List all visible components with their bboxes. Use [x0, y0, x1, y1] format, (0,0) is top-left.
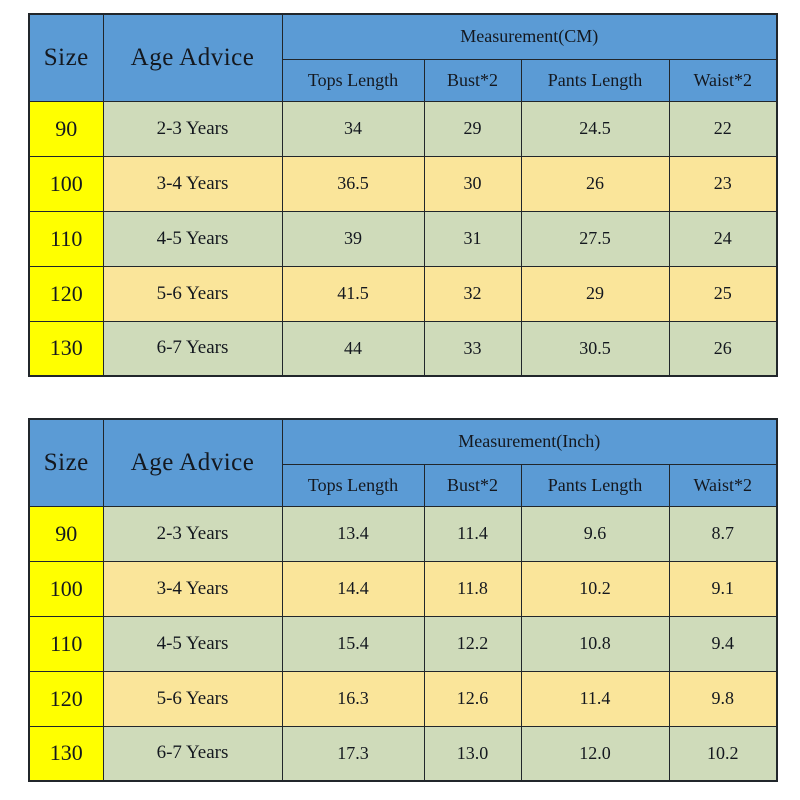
age-advice-column-header: Age Advice [102, 13, 283, 102]
waist-cell: 26 [668, 320, 778, 377]
bust-cell: 31 [423, 210, 522, 267]
table-row: 90 2-3 Years 13.4 11.4 9.6 8.7 [28, 505, 778, 562]
bust-cell: 11.4 [423, 505, 522, 562]
table-row: 110 4-5 Years 39 31 27.5 24 [28, 210, 778, 267]
tops-length-cell: 13.4 [281, 505, 425, 562]
tops-length-cell: 36.5 [281, 155, 425, 212]
waist-header: Waist*2 [668, 58, 778, 102]
table-row: 90 2-3 Years 34 29 24.5 22 [28, 100, 778, 157]
tops-length-header: Tops Length [281, 463, 425, 507]
waist-cell: 9.8 [668, 670, 778, 727]
waist-cell: 24 [668, 210, 778, 267]
size-cell: 100 [28, 155, 104, 212]
tops-length-header: Tops Length [281, 58, 425, 102]
waist-cell: 8.7 [668, 505, 778, 562]
age-advice-column-header: Age Advice [102, 418, 283, 507]
measurement-inch-header: Measurement(Inch) [281, 418, 778, 465]
tops-length-cell: 41.5 [281, 265, 425, 322]
tops-length-cell: 17.3 [281, 725, 425, 782]
size-cell: 90 [28, 505, 104, 562]
size-cell: 130 [28, 320, 104, 377]
table-row: 130 6-7 Years 44 33 30.5 26 [28, 320, 778, 377]
waist-cell: 23 [668, 155, 778, 212]
age-cell: 3-4 Years [102, 155, 283, 212]
pants-length-cell: 29 [520, 265, 670, 322]
waist-cell: 9.1 [668, 560, 778, 617]
pants-length-cell: 11.4 [520, 670, 670, 727]
table-row: 100 3-4 Years 14.4 11.8 10.2 9.1 [28, 560, 778, 617]
measurement-cm-header: Measurement(CM) [281, 13, 778, 60]
waist-cell: 25 [668, 265, 778, 322]
tops-length-cell: 44 [281, 320, 425, 377]
waist-cell: 10.2 [668, 725, 778, 782]
bust-cell: 13.0 [423, 725, 522, 782]
size-cell: 120 [28, 670, 104, 727]
pants-length-cell: 30.5 [520, 320, 670, 377]
size-column-header: Size [28, 13, 104, 102]
table-row: 130 6-7 Years 17.3 13.0 12.0 10.2 [28, 725, 778, 782]
pants-length-cell: 12.0 [520, 725, 670, 782]
bust-cell: 12.6 [423, 670, 522, 727]
table-row: 110 4-5 Years 15.4 12.2 10.8 9.4 [28, 615, 778, 672]
size-cell: 90 [28, 100, 104, 157]
waist-cell: 9.4 [668, 615, 778, 672]
bust-cell: 30 [423, 155, 522, 212]
pants-length-header: Pants Length [520, 463, 670, 507]
size-table-inch: Size Age Advice Measurement(Inch) Tops L… [28, 418, 778, 782]
age-cell: 6-7 Years [102, 320, 283, 377]
tops-length-cell: 34 [281, 100, 425, 157]
age-cell: 2-3 Years [102, 100, 283, 157]
size-column-header: Size [28, 418, 104, 507]
size-cell: 100 [28, 560, 104, 617]
age-cell: 3-4 Years [102, 560, 283, 617]
age-cell: 5-6 Years [102, 265, 283, 322]
table-row: 100 3-4 Years 36.5 30 26 23 [28, 155, 778, 212]
pants-length-cell: 10.2 [520, 560, 670, 617]
size-cell: 110 [28, 210, 104, 267]
bust-cell: 29 [423, 100, 522, 157]
tops-length-cell: 16.3 [281, 670, 425, 727]
pants-length-header: Pants Length [520, 58, 670, 102]
bust-header: Bust*2 [423, 463, 522, 507]
tops-length-cell: 14.4 [281, 560, 425, 617]
table-row: 120 5-6 Years 16.3 12.6 11.4 9.8 [28, 670, 778, 727]
tops-length-cell: 39 [281, 210, 425, 267]
age-cell: 6-7 Years [102, 725, 283, 782]
bust-cell: 32 [423, 265, 522, 322]
size-cell: 120 [28, 265, 104, 322]
waist-cell: 22 [668, 100, 778, 157]
age-cell: 4-5 Years [102, 615, 283, 672]
pants-length-cell: 26 [520, 155, 670, 212]
age-cell: 2-3 Years [102, 505, 283, 562]
pants-length-cell: 24.5 [520, 100, 670, 157]
waist-header: Waist*2 [668, 463, 778, 507]
size-table-cm: Size Age Advice Measurement(CM) Tops Len… [28, 13, 779, 377]
age-cell: 4-5 Years [102, 210, 283, 267]
pants-length-cell: 10.8 [520, 615, 670, 672]
size-cell: 110 [28, 615, 104, 672]
age-cell: 5-6 Years [102, 670, 283, 727]
size-cell: 130 [28, 725, 104, 782]
bust-cell: 33 [423, 320, 522, 377]
bust-header: Bust*2 [423, 58, 522, 102]
pants-length-cell: 9.6 [520, 505, 670, 562]
bust-cell: 11.8 [423, 560, 522, 617]
pants-length-cell: 27.5 [520, 210, 670, 267]
tops-length-cell: 15.4 [281, 615, 425, 672]
table-row: 120 5-6 Years 41.5 32 29 25 [28, 265, 778, 322]
bust-cell: 12.2 [423, 615, 522, 672]
